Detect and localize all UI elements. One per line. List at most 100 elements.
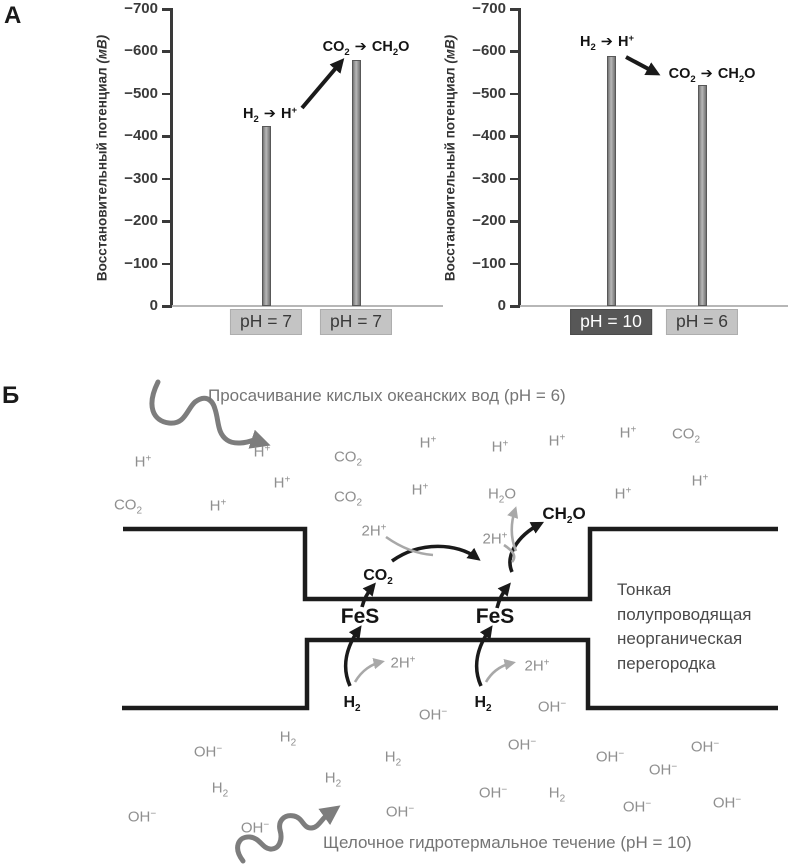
molecule-oh-: OH− [240,819,270,837]
molecule-h+: H+ [134,453,152,471]
y-tick-label: −700 [472,0,506,17]
partition-caption: Тонкая полупроводящая неорганическая пер… [617,578,752,676]
y-tick [510,92,520,96]
molecule-h+: H+ [691,472,709,490]
ph-badge: pH = 7 [229,309,303,335]
molecule-h+: H+ [419,434,437,452]
y-tick-label: −400 [472,127,506,145]
molecule-h+: H+ [619,424,637,442]
molecule-2h+: 2H+ [361,522,387,540]
molecule-oh-: OH− [418,706,448,724]
y-tick-label: −200 [472,212,506,230]
y-tick-label: −500 [472,84,506,102]
partition-caption-line: полупроводящая [617,604,752,624]
partition-caption-line: перегородка [617,653,716,673]
reaction-label: CO2 ➔ CH2O [322,39,410,58]
molecule-oh-: OH− [537,698,567,716]
reaction-label: H2 ➔ H+ [242,105,298,125]
y-tick [162,50,172,53]
y-tick-label: −700 [124,0,158,17]
y-tick [162,262,172,266]
y-tick-label: −300 [472,169,506,187]
ph-badge: pH = 7 [319,309,393,335]
molecule-h2: H2 [211,779,229,800]
molecule-oh-: OH− [648,761,678,779]
reaction-label: CO2 ➔ CH2O [668,66,756,85]
molecule-h+: H+ [548,432,566,450]
y-tick [162,92,172,96]
molecule-h+: H+ [253,443,271,461]
molecule-fes: FeS [475,605,515,628]
protons-join-right-curve [503,543,516,563]
molecule-2h+: 2H+ [524,657,550,675]
y-axis-title: Восстановительный потенциал (мВ) [94,34,110,281]
y-tick-label: −300 [124,169,158,187]
y-tick [510,220,520,223]
protons-join-left-curve [385,535,434,557]
molecule-h+: H+ [209,497,227,515]
molecule-h2: H2 [548,784,566,805]
y-tick-label: −600 [124,42,158,60]
redox-bar [606,55,616,306]
molecule-oh-: OH− [690,738,720,756]
co2-reduction-arc-arrow [390,544,481,563]
y-tick-label: −100 [124,254,158,272]
y-tick [162,220,172,223]
molecule-h+: H+ [491,438,509,456]
h2-to-fes-right-arrow [474,625,493,687]
fes-to-co2-arrow [360,582,376,608]
y-axis [518,8,521,307]
molecule-h2o: H2O [487,485,517,506]
molecule-h+: H+ [614,485,632,503]
molecule-oh-: OH− [622,798,652,816]
y-axis [170,8,173,307]
molecule-co2: CO2 [671,425,701,446]
molecule-h2: H2 [343,694,361,714]
molecule-fes: FeS [340,605,380,628]
molecule-2h+: 2H+ [390,654,416,672]
y-tick-label: 0 [149,297,158,314]
acid-ocean-flow-label: Просачивание кислых океанских вод (pH = … [208,386,566,405]
redox-bar [351,59,361,306]
y-tick-label: 0 [497,297,506,314]
molecule-h+: H+ [411,481,429,499]
water-byproduct-arrow [507,506,519,552]
y-tick-label: −400 [124,127,158,145]
partition-caption-line: Тонкая [617,580,672,599]
reaction-arrow-icon: ➔ [600,34,613,50]
zero-baseline [172,305,443,307]
y-tick [510,177,520,181]
molecule-co2: CO2 [113,496,143,517]
y-tick [510,262,520,266]
h2-to-protons-right-arrow [484,659,516,683]
y-tick [162,305,172,308]
ph-badge: pH = 6 [665,309,739,335]
molecule-co2: CO2 [333,448,363,469]
molecule-oh-: OH− [193,743,223,761]
y-tick-label: −100 [472,254,506,272]
redox-bar [261,125,271,306]
y-tick-label: −200 [124,212,158,230]
molecule-oh-: OH− [507,736,537,754]
h2-to-protons-left-arrow [353,658,385,683]
panel-a-label: А [4,2,22,29]
molecule-co2: CO2 [363,567,393,587]
molecule-h2: H2 [279,728,297,749]
molecule-h2: H2 [324,769,342,790]
chart-left-uphill-arrow [300,58,345,110]
zero-baseline [520,305,788,307]
molecule-oh-: OH− [127,808,157,826]
reaction-arrow-icon: ➔ [354,39,367,55]
ph-badge: pH = 10 [570,309,652,335]
y-tick [162,8,172,11]
molecule-oh-: OH− [478,784,508,802]
partition-caption-line: неорганическая [617,629,743,648]
y-tick [510,135,520,138]
molecule-h2: H2 [384,748,402,769]
y-tick [510,8,520,11]
to-ch2o-arrow [508,521,545,573]
molecule-oh-: OH− [385,803,415,821]
molecule-co2: CO2 [333,488,363,509]
y-axis-title: Восстановительный потенциал (мВ) [442,34,458,281]
